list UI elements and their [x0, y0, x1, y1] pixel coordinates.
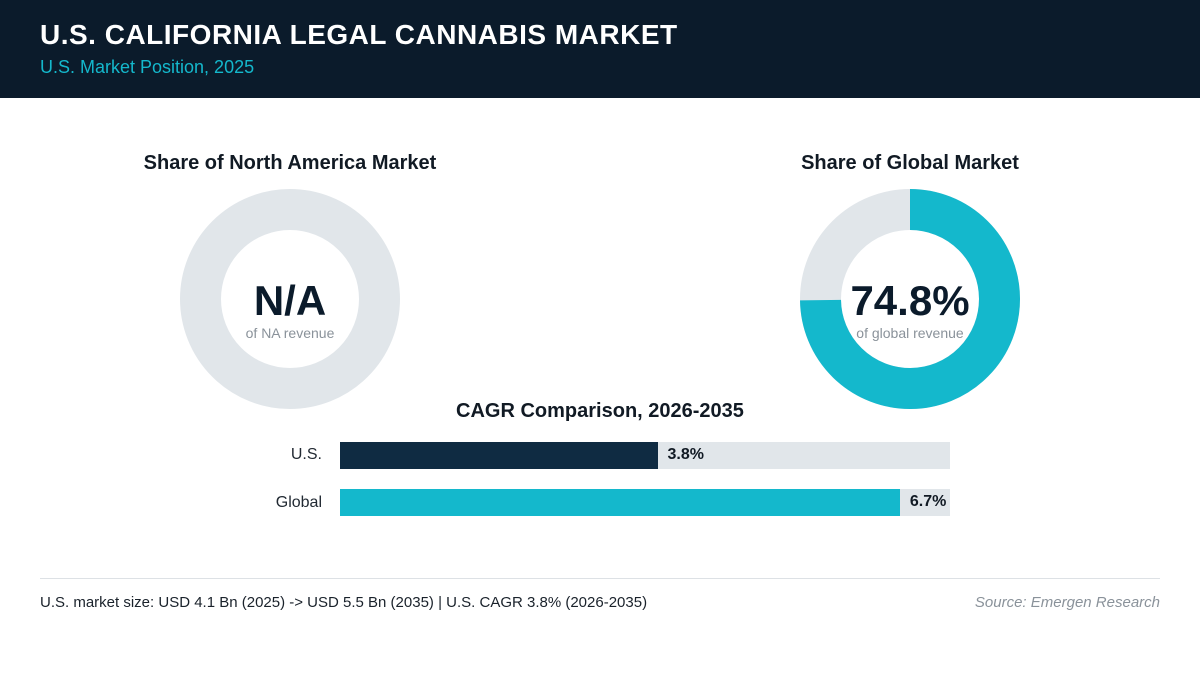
bar-value-global: 6.7%	[909, 493, 947, 510]
page-title: U.S. CALIFORNIA LEGAL CANNABIS MARKET	[40, 19, 678, 50]
bar-value-us: 3.8%	[667, 446, 704, 463]
source-credit: Source: Emergen Research	[974, 594, 1160, 611]
market-size-note: U.S. market size: USD 4.1 Bn (2025) -> U…	[40, 594, 648, 611]
global-share-caption: of global revenue	[856, 325, 964, 341]
footer-divider	[40, 578, 1160, 579]
na-share-donut	[180, 189, 400, 409]
cagr-chart-title: CAGR Comparison, 2026-2035	[456, 400, 744, 422]
na-donut-track	[180, 189, 400, 409]
bar-global	[340, 489, 900, 516]
page-subtitle: U.S. Market Position, 2025	[40, 57, 255, 77]
na-donut-title: Share of North America Market	[143, 152, 437, 174]
global-share-value: 74.8%	[850, 277, 970, 324]
na-share-caption: of NA revenue	[245, 325, 335, 341]
bar-us	[340, 442, 658, 469]
global-donut-segment	[800, 189, 1020, 409]
global-share-donut	[800, 189, 1020, 409]
bar-track-global: 6.7%	[340, 489, 950, 516]
bar-label-us: U.S.	[290, 446, 322, 463]
global-donut-title: Share of Global Market	[801, 152, 1019, 174]
na-share-value: N/A	[253, 277, 327, 324]
bar-track-us: 3.8%	[340, 442, 950, 469]
header-banner: U.S. CALIFORNIA LEGAL CANNABIS MARKET U.…	[0, 0, 1200, 98]
bar-label-global: Global	[275, 494, 322, 511]
